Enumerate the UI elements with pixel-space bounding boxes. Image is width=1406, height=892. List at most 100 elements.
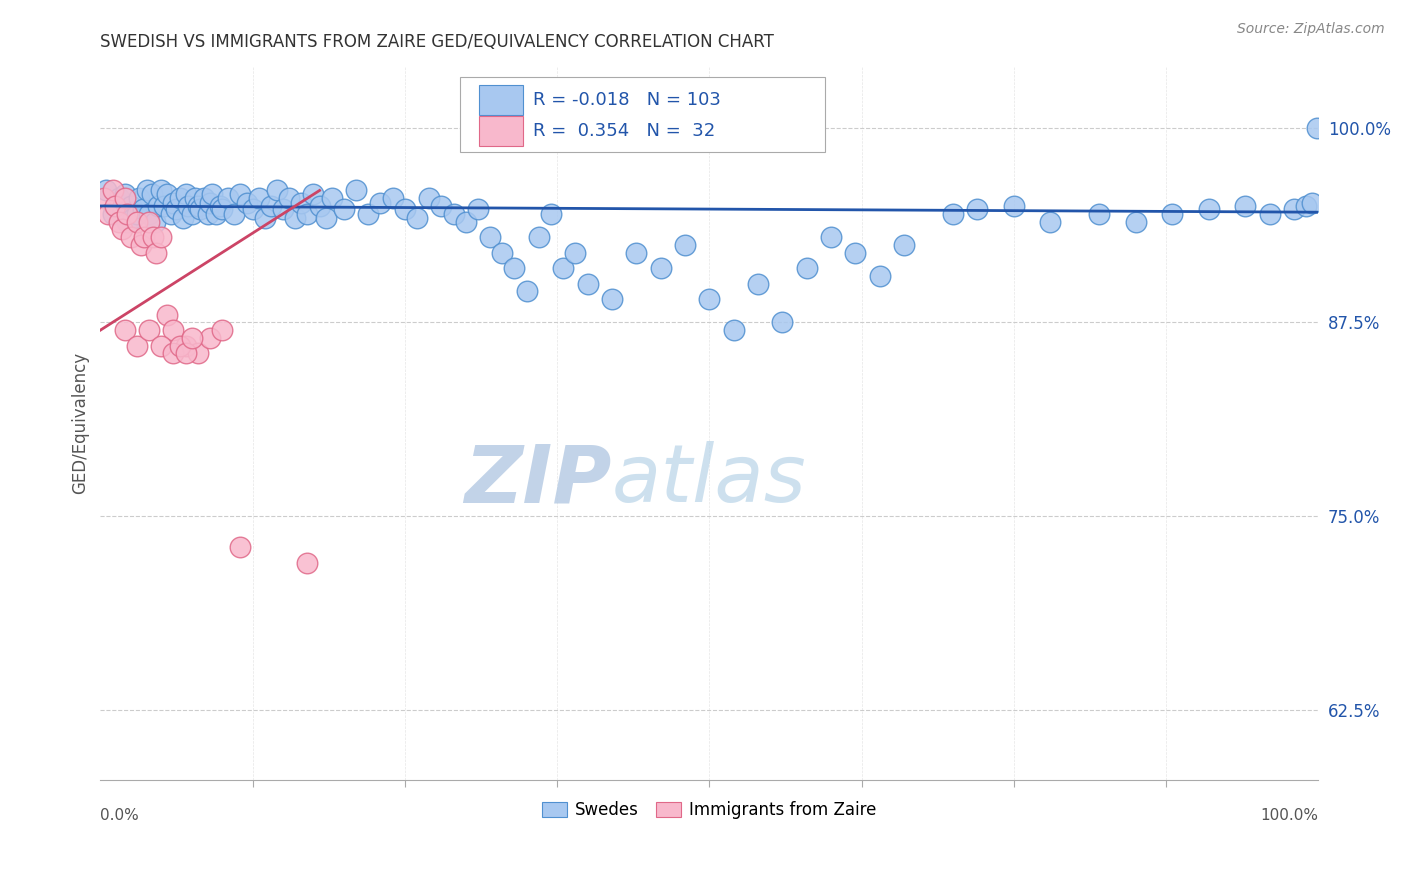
Point (138, 214, 160, 228)
Point (406, 211, 429, 226)
Point (564, 245, 586, 260)
Point (150, 339, 173, 353)
Text: 100.0%: 100.0% (1260, 807, 1319, 822)
Point (454, 214, 477, 228)
Point (224, 207, 246, 221)
Point (115, 207, 138, 221)
Point (120, 199, 142, 213)
Point (141, 186, 163, 201)
Point (673, 237, 696, 252)
Point (197, 207, 219, 221)
Point (344, 184, 367, 198)
Point (1301, 195, 1323, 210)
Point (188, 202, 211, 216)
Text: SWEDISH VS IMMIGRANTS FROM ZAIRE GED/EQUIVALENCY CORRELATION CHART: SWEDISH VS IMMIGRANTS FROM ZAIRE GED/EQU… (100, 33, 775, 51)
Text: R =  0.354   N =  32: R = 0.354 N = 32 (533, 121, 716, 139)
Point (156, 186, 179, 201)
Point (247, 191, 270, 205)
Text: 0.0%: 0.0% (100, 807, 139, 822)
Point (111, 207, 134, 221)
Point (180, 207, 202, 221)
Text: R = -0.018   N = 103: R = -0.018 N = 103 (533, 91, 721, 109)
Point (125, 339, 148, 353)
Point (145, 245, 167, 260)
Point (1125, 214, 1147, 228)
FancyBboxPatch shape (479, 116, 523, 145)
Point (278, 191, 301, 205)
Point (697, 292, 720, 306)
Point (1295, 199, 1317, 213)
Point (180, 331, 202, 345)
Point (135, 184, 157, 198)
Point (770, 315, 793, 329)
FancyBboxPatch shape (460, 77, 825, 152)
Point (503, 261, 526, 276)
Point (114, 191, 136, 205)
Point (142, 230, 165, 244)
Point (217, 191, 239, 205)
Point (193, 191, 215, 205)
Point (129, 237, 152, 252)
Text: atlas: atlas (612, 442, 807, 519)
Point (260, 199, 283, 213)
Point (650, 261, 672, 276)
Point (104, 199, 127, 213)
Point (107, 214, 129, 228)
Point (152, 199, 174, 213)
Point (128, 191, 150, 205)
Point (315, 211, 337, 226)
Point (747, 277, 769, 291)
Point (1306, 121, 1329, 136)
Point (169, 339, 191, 353)
Text: Source: ZipAtlas.com: Source: ZipAtlas.com (1237, 22, 1385, 37)
Point (242, 202, 264, 216)
Point (308, 199, 330, 213)
Point (162, 323, 184, 337)
Point (1234, 199, 1257, 213)
Point (122, 211, 145, 226)
Point (271, 202, 294, 216)
Point (208, 199, 231, 213)
Point (302, 186, 325, 201)
Point (942, 207, 965, 221)
Point (134, 230, 156, 244)
Point (540, 207, 562, 221)
Point (156, 308, 179, 322)
Point (284, 211, 307, 226)
Point (467, 202, 489, 216)
Point (187, 346, 209, 360)
Point (138, 207, 160, 221)
Point (114, 186, 136, 201)
Point (146, 199, 169, 213)
Point (600, 292, 623, 306)
Point (125, 214, 148, 228)
Point (796, 261, 818, 276)
Point (723, 323, 745, 337)
Point (201, 186, 224, 201)
Point (229, 186, 252, 201)
Point (966, 202, 988, 216)
Point (211, 323, 233, 337)
Point (430, 199, 453, 213)
Point (1002, 199, 1025, 213)
Point (553, 261, 575, 276)
Point (169, 191, 191, 205)
Point (418, 191, 440, 205)
Point (229, 541, 252, 555)
Point (120, 230, 142, 244)
Point (160, 207, 183, 221)
Point (198, 331, 221, 345)
Point (626, 245, 648, 260)
Point (893, 237, 915, 252)
Point (321, 191, 343, 205)
Point (491, 245, 513, 260)
Point (150, 184, 173, 198)
Point (198, 195, 221, 210)
Point (1039, 214, 1062, 228)
Point (290, 195, 312, 210)
Y-axis label: GED/Equivalency: GED/Equivalency (72, 352, 89, 494)
Point (394, 202, 416, 216)
Text: ZIP: ZIP (464, 442, 612, 519)
Point (205, 207, 228, 221)
Point (93, 191, 115, 205)
